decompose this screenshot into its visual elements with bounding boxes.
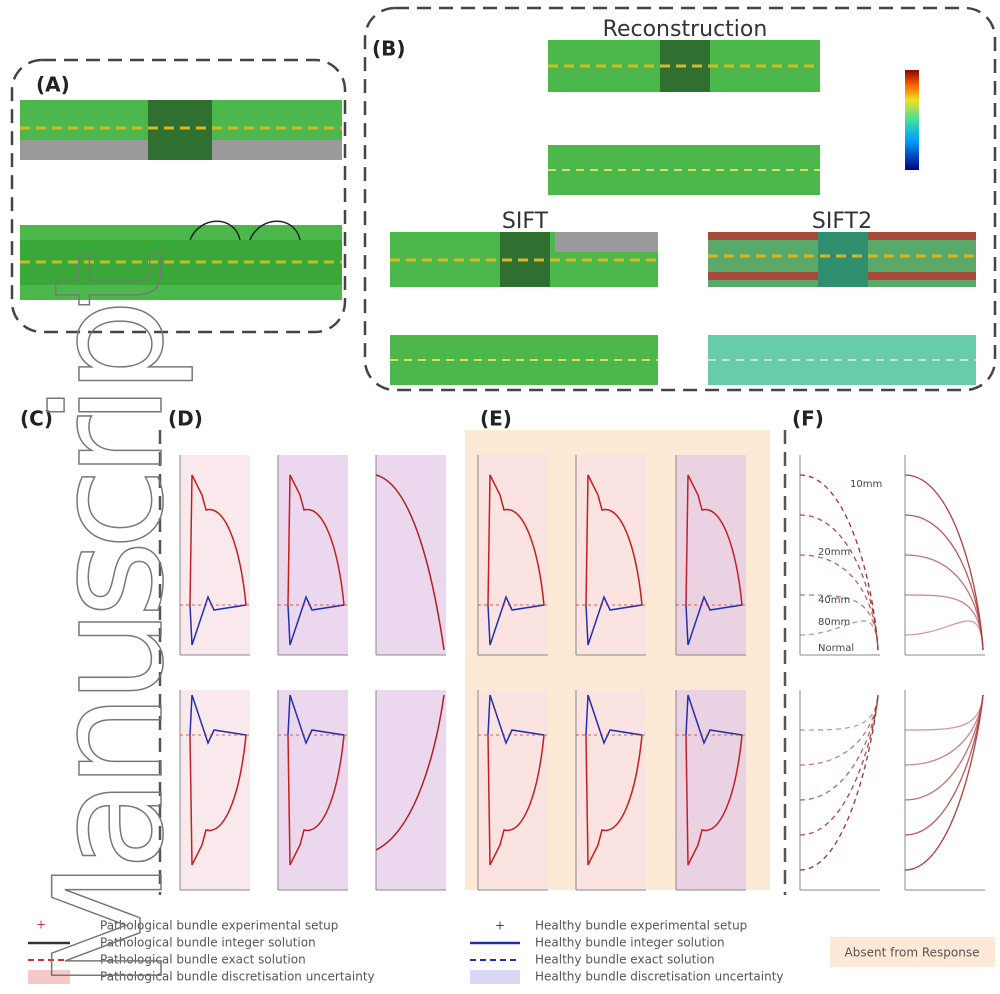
curve	[800, 695, 878, 800]
curve	[905, 595, 983, 650]
curve	[800, 695, 878, 835]
legend-label: Absent from Response	[845, 946, 980, 960]
legend-marker	[470, 970, 520, 984]
curve	[800, 695, 878, 730]
watermark: Manuscript	[23, 250, 197, 990]
length-label: 40mm	[818, 595, 850, 606]
curve	[905, 695, 983, 730]
curve	[800, 515, 878, 650]
curve	[905, 695, 983, 800]
legend-label: Healthy bundle discretisation uncertaint…	[535, 970, 784, 984]
subtitle: SIFT2	[812, 209, 872, 234]
panel-b-bundles	[390, 40, 976, 385]
subtitle: SIFT	[502, 209, 549, 234]
subplot-shade	[376, 690, 446, 890]
curve	[905, 621, 983, 650]
length-label: 20mm	[818, 547, 850, 558]
panel-label: (A)	[36, 73, 70, 97]
curve	[905, 475, 983, 650]
subtitle: Reconstruction	[603, 17, 768, 42]
legend-marker: +	[495, 919, 505, 933]
figure: (A) (B) Reconstruction SIFT SIFT2	[0, 0, 1000, 994]
length-label: 80mm	[818, 617, 850, 628]
curve	[905, 555, 983, 650]
length-label: 10mm	[850, 479, 882, 490]
subplot-shade	[376, 455, 446, 655]
length-label: Normal	[818, 643, 854, 654]
curve	[905, 515, 983, 650]
legend-label: Healthy bundle experimental setup	[535, 919, 747, 933]
panel-label: (E)	[480, 407, 512, 431]
legend-label: Healthy bundle exact solution	[535, 953, 715, 967]
panel-label: (F)	[792, 407, 824, 431]
panel-label: (B)	[372, 37, 406, 61]
legend-label: Healthy bundle integer solution	[535, 936, 725, 950]
